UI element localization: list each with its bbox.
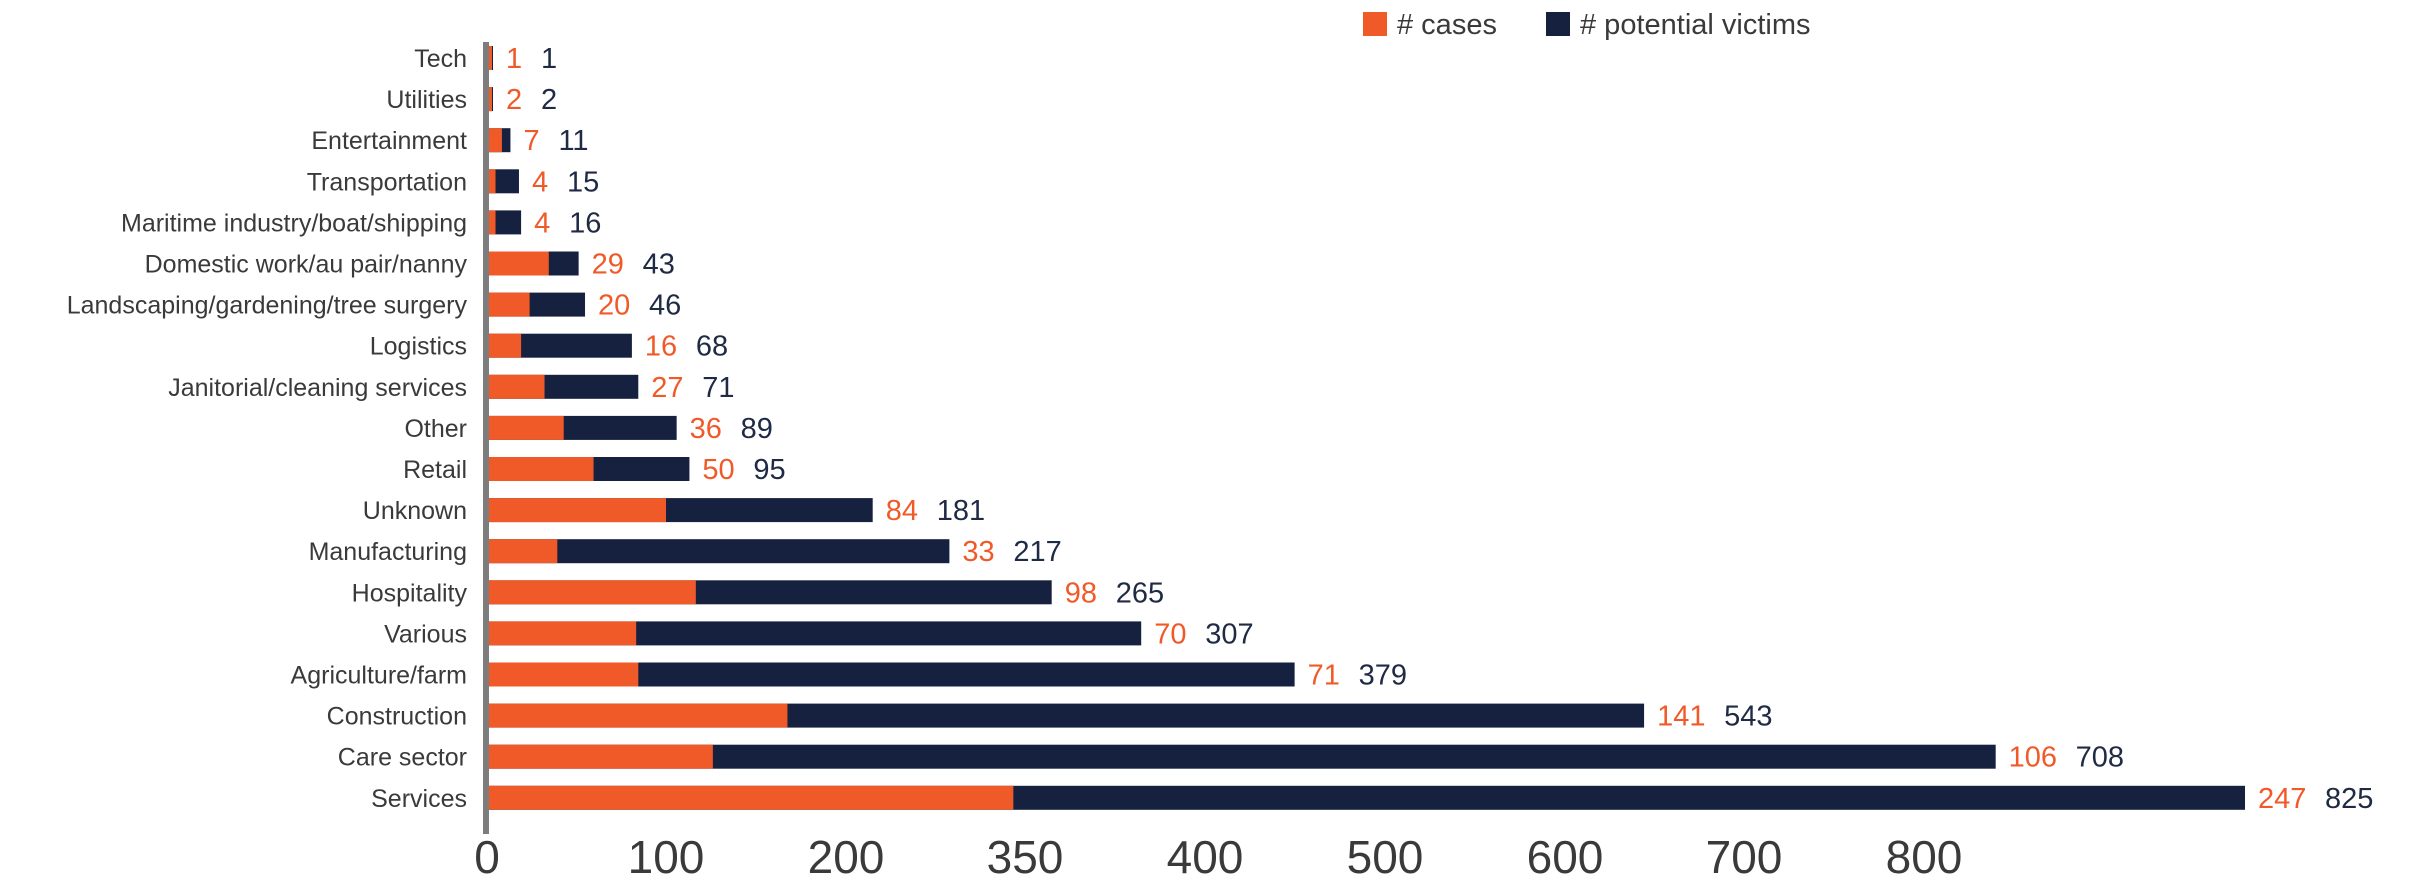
category-label: Utilities (386, 86, 467, 114)
cases-bar (487, 703, 788, 728)
cases-value-label: 141 (1657, 701, 1705, 733)
victims-value-label: 71 (702, 372, 734, 404)
x-tick-label: 350 (987, 831, 1064, 880)
victims-value-label: 11 (558, 125, 588, 157)
x-tick-label: 0 (474, 831, 500, 880)
legend-label: # cases (1397, 9, 1497, 41)
cases-value-label: 1 (506, 43, 522, 75)
cases-bar (487, 621, 637, 646)
cases-value-label: 36 (690, 413, 722, 445)
legend-label: # potential victims (1580, 9, 1811, 41)
victims-value-label: 217 (1013, 536, 1061, 568)
category-label: Various (384, 620, 467, 648)
x-tick-labels: 0 100 200 350 400 500 600 700 800 (474, 831, 1962, 880)
category-label: Tech (414, 45, 467, 73)
cases-bar (487, 333, 522, 358)
cases-value-label: 2 (506, 84, 522, 116)
category-label: Construction (327, 703, 467, 731)
cases-value-label: 71 (1308, 660, 1340, 692)
cases-bar (487, 662, 639, 687)
category-label: Janitorial/cleaning services (168, 374, 467, 402)
cases-bar (487, 374, 545, 399)
cases-value-label: 7 (523, 125, 539, 157)
cases-bar (487, 292, 530, 317)
category-label: Domestic work/au pair/nanny (145, 251, 468, 279)
legend-swatch (1546, 12, 1570, 36)
x-tick-label: 700 (1706, 831, 1783, 880)
category-label: Logistics (370, 333, 467, 361)
legend-swatch (1363, 12, 1387, 36)
victims-value-label: 379 (1359, 660, 1407, 692)
cases-value-label: 33 (962, 536, 994, 568)
victims-value-label: 265 (1116, 577, 1164, 609)
cases-bar (487, 580, 696, 605)
category-label: Manufacturing (309, 538, 467, 566)
cases-value-label: 106 (2009, 742, 2057, 774)
cases-bar (487, 46, 492, 70)
legend: # cases # potential victims (1363, 9, 1811, 41)
category-label: Unknown (363, 497, 467, 525)
victims-value-label: 543 (1724, 701, 1772, 733)
cases-value-label: 4 (534, 207, 550, 239)
victims-bar (487, 744, 1996, 769)
x-tick-label: 600 (1527, 831, 1604, 880)
cases-bar (487, 169, 496, 194)
category-labels: Tech Utilities Entertainment Transportation… (67, 45, 468, 813)
victims-value-label: 95 (753, 454, 785, 486)
victims-value-label: 1 (541, 43, 557, 75)
cases-bar (487, 210, 496, 235)
cases-bar (487, 87, 492, 112)
x-tick-label: 200 (808, 831, 885, 880)
victims-value-label: 825 (2325, 783, 2373, 815)
category-label: Maritime industry/boat/shipping (121, 209, 467, 237)
cases-bar (487, 498, 666, 523)
cases-bar (487, 785, 1014, 810)
x-tick-label: 800 (1886, 831, 1963, 880)
cases-bar (487, 251, 549, 276)
bars (487, 46, 2245, 810)
cases-bar (487, 128, 502, 153)
cases-value-label: 50 (702, 454, 734, 486)
category-label: Transportation (307, 168, 467, 196)
victims-value-label: 43 (643, 249, 675, 281)
cases-bar (487, 539, 558, 564)
victims-value-label: 16 (569, 207, 601, 239)
victims-value-label: 2 (541, 84, 557, 116)
cases-value-label: 98 (1065, 577, 1097, 609)
category-label: Care sector (338, 744, 467, 772)
cases-value-label: 4 (532, 166, 548, 198)
category-label: Agriculture/farm (291, 662, 467, 690)
victims-value-label: 181 (937, 495, 985, 527)
cases-value-label: 247 (2258, 783, 2306, 815)
victims-value-label: 15 (567, 166, 599, 198)
cases-value-label: 27 (651, 372, 683, 404)
category-label: Other (404, 415, 467, 443)
category-label: Landscaping/gardening/tree surgery (67, 292, 468, 320)
victims-value-label: 68 (696, 331, 728, 363)
cases-value-label: 16 (645, 331, 677, 363)
victims-value-label: 307 (1205, 618, 1253, 650)
cases-value-label: 20 (598, 290, 630, 322)
victims-bar (487, 539, 950, 564)
category-label: Hospitality (352, 579, 468, 607)
x-tick-label: 100 (628, 831, 705, 880)
category-label: Services (371, 785, 467, 813)
category-label: Retail (403, 456, 467, 484)
cases-bar (487, 415, 564, 440)
cases-bar (487, 744, 713, 769)
victims-value-label: 89 (741, 413, 773, 445)
victims-value-label: 46 (649, 290, 681, 322)
cases-bar (487, 457, 594, 481)
cases-value-label: 70 (1154, 618, 1186, 650)
category-label: Entertainment (311, 127, 467, 155)
x-tick-label: 500 (1347, 831, 1424, 880)
x-tick-label: 400 (1167, 831, 1244, 880)
cases-value-label: 84 (886, 495, 918, 527)
y-axis-line (483, 42, 489, 834)
victims-value-label: 708 (2076, 742, 2124, 774)
cases-value-label: 29 (592, 249, 624, 281)
